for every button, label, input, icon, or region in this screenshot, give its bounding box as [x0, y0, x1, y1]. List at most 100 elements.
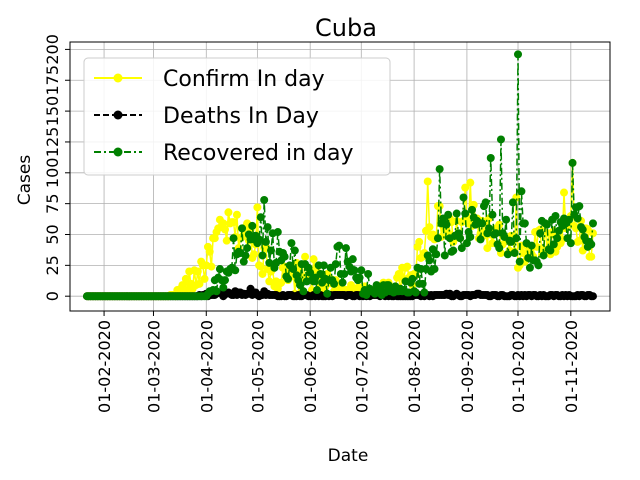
data-point	[403, 262, 412, 271]
data-point	[496, 135, 505, 144]
data-point	[260, 195, 269, 204]
data-point	[229, 218, 238, 227]
data-point	[256, 262, 265, 271]
chart-title: Cuba	[315, 14, 377, 42]
data-point	[335, 241, 344, 250]
data-point	[476, 235, 485, 244]
data-point	[340, 269, 349, 278]
data-point	[263, 223, 272, 232]
data-point	[525, 263, 534, 272]
data-point	[205, 247, 214, 256]
data-point	[287, 239, 296, 248]
data-point	[502, 215, 511, 224]
x-tick-label: 01-02-2020	[95, 320, 114, 413]
data-point	[284, 274, 293, 283]
data-point	[566, 239, 575, 248]
series-recovered-in-day	[83, 50, 597, 301]
x-axis-label: Date	[328, 446, 369, 466]
data-point	[323, 289, 332, 298]
data-point	[587, 240, 596, 249]
data-point	[515, 257, 524, 266]
data-point	[331, 260, 340, 269]
data-point	[384, 281, 393, 290]
x-tick-label: 01-08-2020	[405, 320, 424, 413]
data-point	[481, 198, 490, 207]
data-point	[527, 241, 536, 250]
data-point	[508, 198, 517, 207]
data-point	[433, 234, 442, 243]
data-point	[542, 220, 551, 229]
y-tick-label: 200	[43, 34, 62, 65]
data-point	[341, 244, 350, 253]
data-point	[491, 229, 500, 238]
data-point	[265, 258, 274, 267]
y-tick-label: 175	[43, 65, 62, 96]
data-point	[461, 183, 470, 192]
data-point	[355, 273, 364, 282]
data-point	[309, 255, 318, 264]
data-point	[430, 265, 439, 274]
data-point	[578, 225, 587, 234]
data-point	[546, 246, 555, 255]
data-point	[512, 234, 521, 243]
data-point	[495, 244, 504, 253]
data-point	[222, 236, 231, 245]
data-point	[452, 209, 461, 218]
data-point	[313, 286, 321, 295]
data-point	[290, 246, 299, 255]
y-tick-label: 100	[43, 158, 62, 189]
axes-frame	[69, 41, 611, 312]
x-tick-label: 01-09-2020	[458, 320, 477, 413]
data-point	[221, 225, 230, 234]
data-point	[411, 288, 420, 297]
y-tick-label: 150	[43, 96, 62, 127]
data-point	[231, 266, 240, 275]
y-tick-label: 50	[43, 224, 62, 244]
data-point	[224, 208, 233, 217]
data-point	[265, 277, 274, 286]
legend-box	[83, 57, 391, 176]
data-point	[193, 267, 202, 276]
data-point	[219, 283, 228, 292]
data-point	[588, 292, 597, 301]
data-point	[432, 250, 441, 259]
data-point	[215, 265, 224, 274]
y-tick-label: 125	[43, 127, 62, 158]
legend-label: Recovered in day	[163, 141, 354, 166]
data-point	[394, 269, 403, 278]
y-tick-label: 0	[43, 291, 62, 301]
data-point	[221, 276, 230, 285]
data-point	[267, 246, 276, 255]
data-point	[588, 219, 597, 228]
data-point	[319, 261, 328, 270]
data-point	[277, 278, 286, 287]
data-point	[485, 224, 494, 233]
data-point	[212, 287, 221, 296]
data-point	[207, 262, 216, 271]
data-point	[295, 281, 304, 290]
data-point	[503, 250, 512, 259]
x-tick-label: 01-05-2020	[248, 320, 267, 413]
data-point	[338, 278, 347, 287]
data-point	[330, 279, 339, 288]
data-point	[459, 193, 468, 202]
data-point	[249, 250, 258, 259]
data-point	[239, 257, 248, 266]
data-point	[456, 234, 465, 243]
x-tick-label: 01-04-2020	[197, 320, 216, 413]
data-point	[248, 221, 257, 230]
x-tick-label: 01-11-2020	[562, 320, 581, 413]
legend-label: Deaths In Day	[163, 104, 319, 129]
x-tick-label: 01-07-2020	[352, 320, 371, 413]
data-point	[457, 244, 466, 253]
data-point	[181, 274, 190, 283]
legend-marker	[113, 110, 123, 120]
data-point	[219, 219, 228, 228]
data-point	[560, 188, 569, 197]
data-point	[364, 269, 373, 278]
data-point	[418, 279, 427, 288]
data-point	[466, 232, 475, 241]
data-point	[301, 252, 310, 261]
data-point	[425, 223, 434, 232]
legend-marker	[113, 73, 123, 83]
